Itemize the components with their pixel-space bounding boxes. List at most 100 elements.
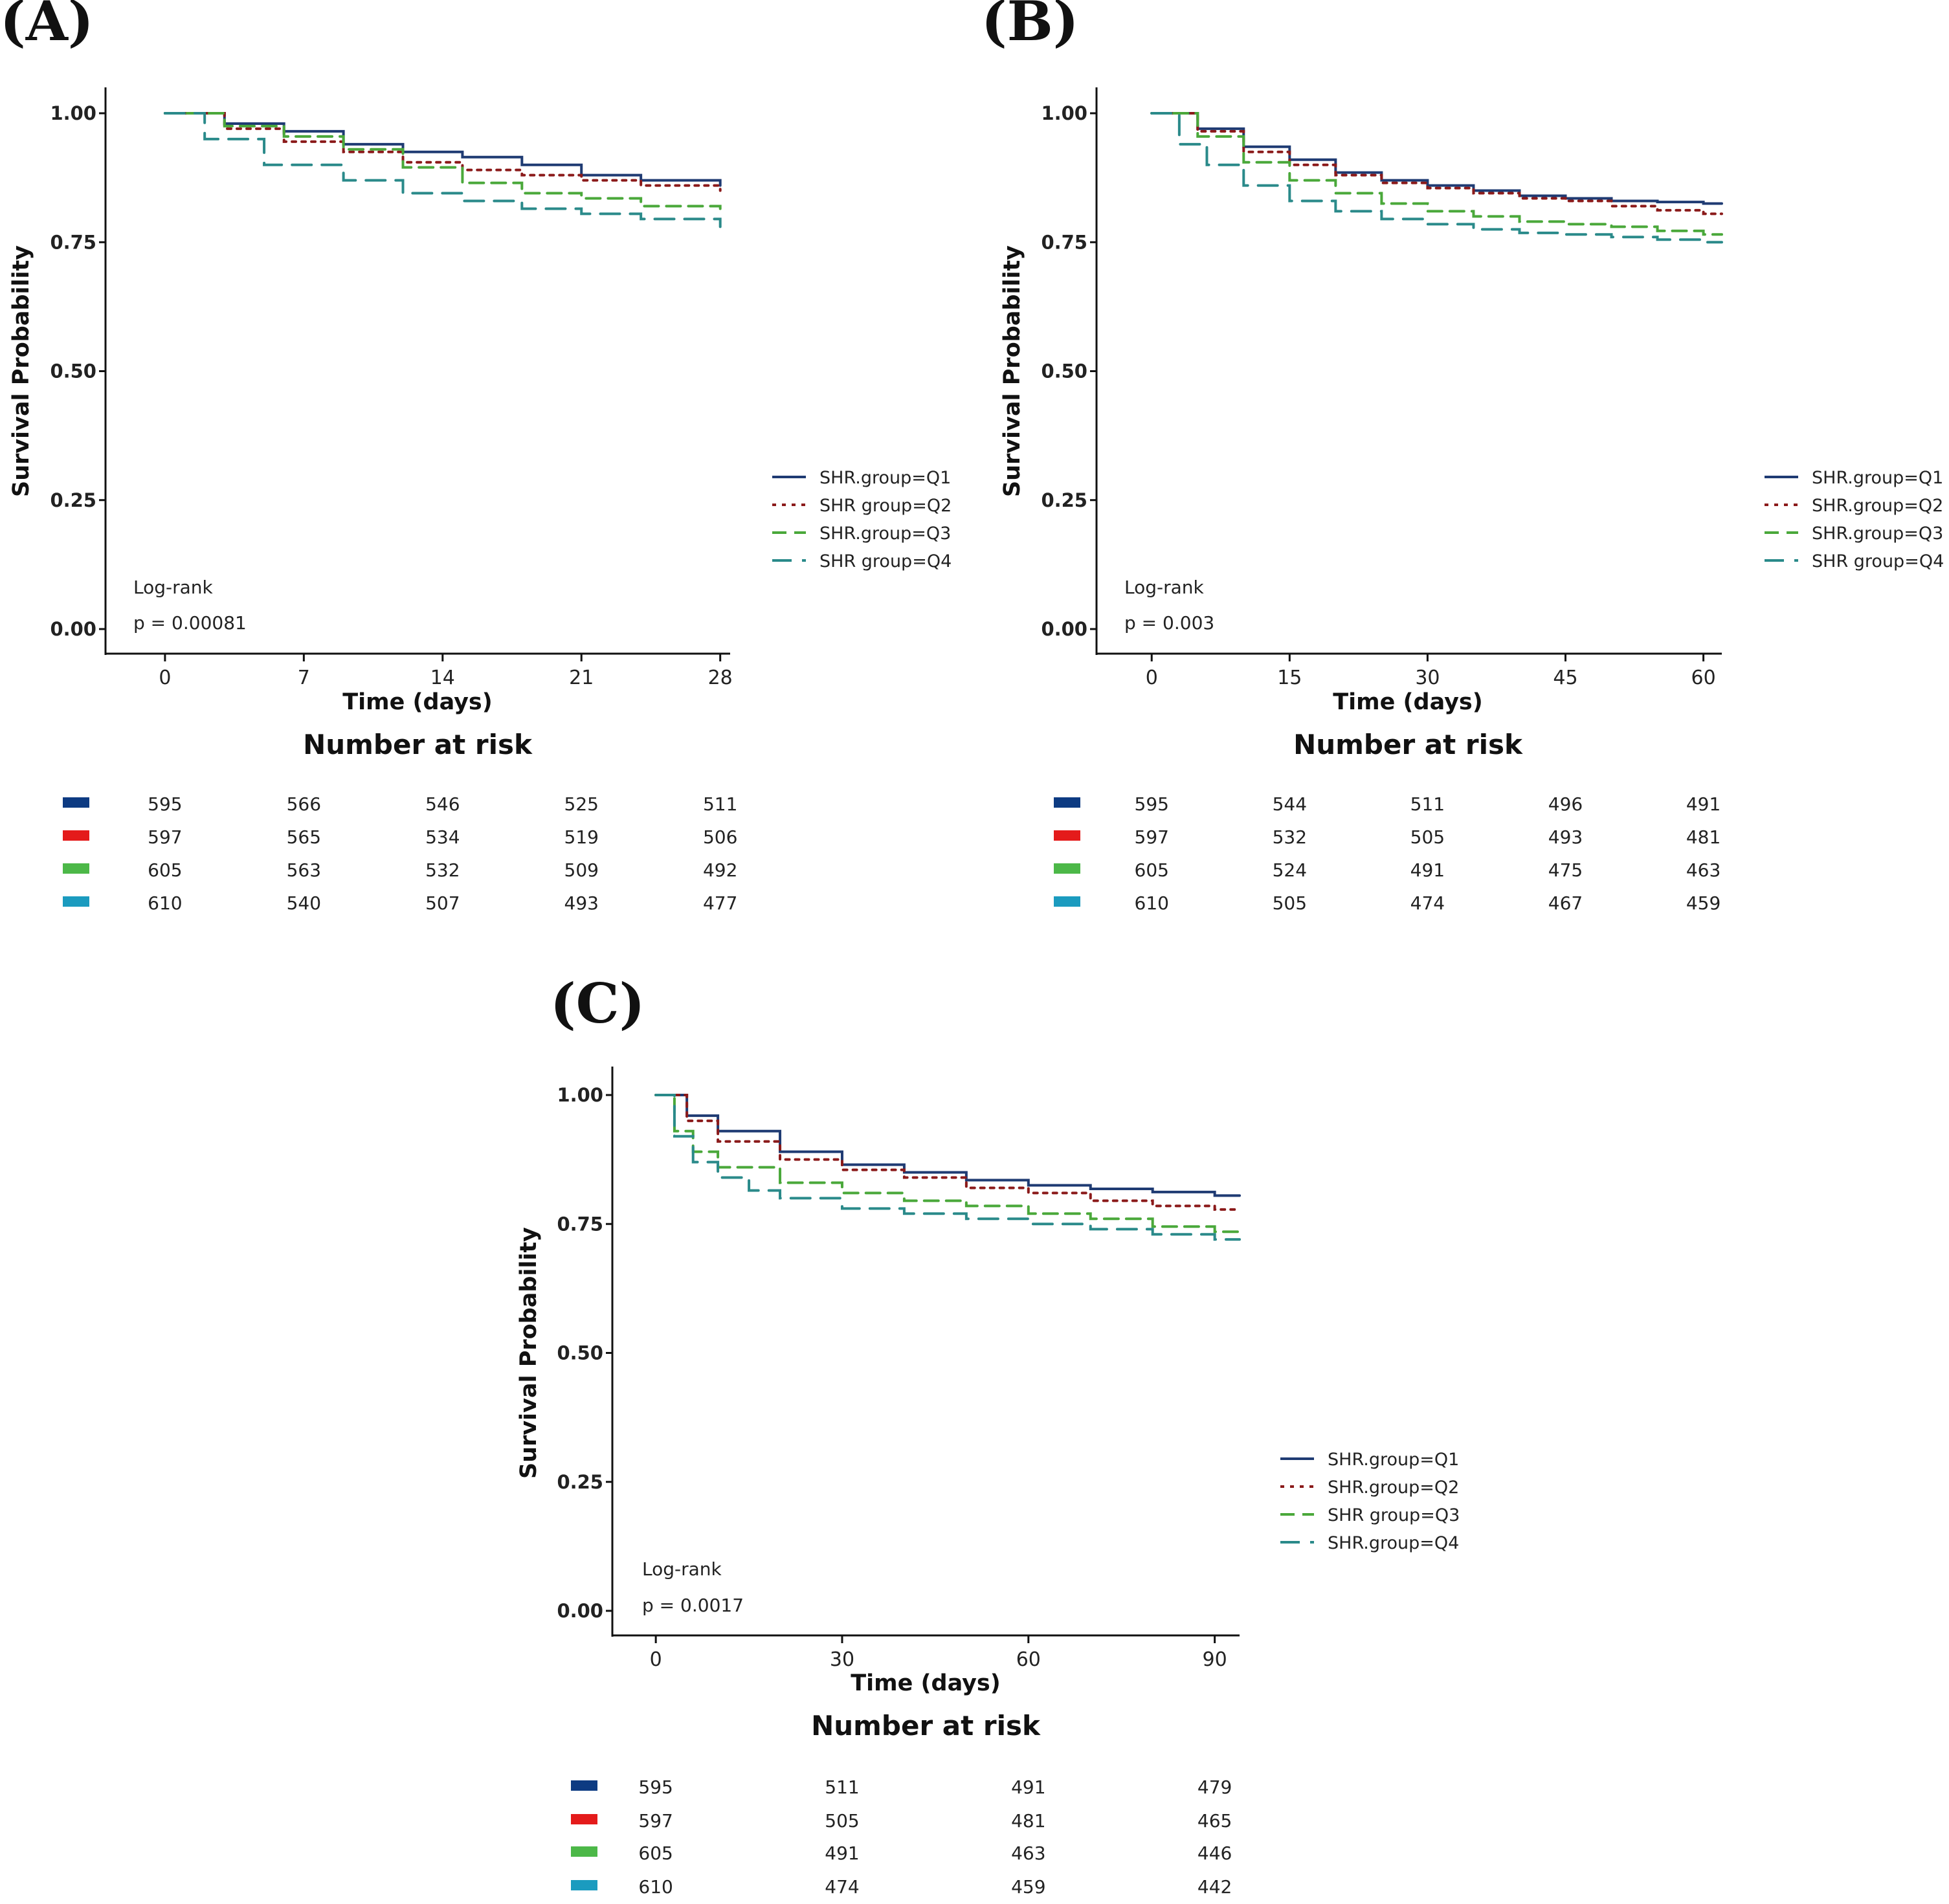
- panel-label: (A): [0, 0, 94, 53]
- logrank-label: Log-rank: [642, 1558, 722, 1580]
- x-tick-label: 7: [298, 667, 310, 689]
- legend-entry: SHR.group=Q3: [1812, 524, 1943, 544]
- y-tick-label: 0.00: [557, 1600, 603, 1622]
- risk-count: 491: [1410, 859, 1445, 881]
- x-axis-title: Time (days): [342, 689, 493, 715]
- x-tick-label: 0: [1146, 667, 1158, 689]
- risk-count: 595: [148, 793, 182, 815]
- x-tick-label: 30: [1415, 667, 1440, 689]
- x-tick-label: 21: [569, 667, 594, 689]
- y-tick-label: 0.00: [50, 618, 96, 640]
- y-tick-label: 1.00: [50, 102, 96, 124]
- risk-count: 524: [1273, 859, 1307, 881]
- survival-curve-q2: [163, 112, 722, 192]
- legend-entry: SHR.group=Q3: [819, 524, 951, 544]
- p-value-label: p = 0.00081: [133, 612, 247, 634]
- y-tick-label: 0.75: [1041, 231, 1087, 253]
- survival-curve-q4: [654, 1094, 1241, 1241]
- risk-count: 442: [1197, 1876, 1232, 1898]
- survival-curve-q1: [163, 112, 722, 187]
- risk-count: 597: [1135, 826, 1169, 848]
- risk-count: 595: [1135, 793, 1169, 815]
- legend-entry: SHR group=Q4: [1812, 551, 1944, 571]
- logrank-label: Log-rank: [1124, 577, 1205, 598]
- risk-table-title: Number at risk: [303, 729, 533, 760]
- risk-row-swatch: [63, 830, 89, 841]
- x-axis-title: Time (days): [1333, 689, 1483, 715]
- risk-count: 507: [425, 892, 460, 914]
- survival-curve-q1: [1150, 112, 1723, 205]
- risk-count: 505: [1273, 892, 1307, 914]
- x-tick-label: 60: [1691, 667, 1715, 689]
- x-tick-label: 28: [708, 667, 733, 689]
- risk-count: 505: [1410, 826, 1445, 848]
- risk-row-swatch: [63, 896, 89, 907]
- risk-count: 479: [1197, 1777, 1232, 1798]
- x-tick-label: 15: [1277, 667, 1302, 689]
- x-tick-label: 60: [1016, 1648, 1041, 1671]
- risk-count: 540: [287, 892, 321, 914]
- risk-count: 481: [1686, 826, 1721, 848]
- risk-table-title: Number at risk: [811, 1710, 1041, 1742]
- risk-count: 597: [148, 826, 182, 848]
- risk-count: 546: [425, 793, 460, 815]
- risk-count: 463: [1011, 1843, 1045, 1864]
- y-tick-label: 0.25: [557, 1471, 603, 1493]
- x-tick-label: 90: [1203, 1648, 1227, 1671]
- p-value-label: p = 0.0017: [642, 1595, 744, 1616]
- km-panel-2: (C) 0.00 0.25 0.50 0.75 1.00 0 30 60 90 Time (days…: [516, 971, 1460, 1898]
- risk-count: 563: [287, 859, 321, 881]
- risk-count: 509: [564, 859, 599, 881]
- survival-curve-q4: [1150, 112, 1723, 244]
- risk-count: 532: [1273, 826, 1307, 848]
- risk-count: 544: [1273, 793, 1307, 815]
- y-tick-label: 0.50: [50, 360, 96, 382]
- risk-count: 565: [287, 826, 321, 848]
- risk-count: 566: [287, 793, 321, 815]
- risk-count: 605: [148, 859, 182, 881]
- x-tick-label: 0: [159, 667, 171, 689]
- risk-count: 511: [1410, 793, 1445, 815]
- legend-entry: SHR.group=Q2: [1812, 496, 1943, 516]
- x-tick-label: 14: [430, 667, 455, 689]
- risk-row-swatch: [571, 1814, 597, 1824]
- risk-table-title: Number at risk: [1293, 729, 1523, 760]
- x-tick-label: 0: [650, 1648, 662, 1671]
- legend-entry: SHR.group=Q1: [1328, 1450, 1459, 1470]
- risk-count: 459: [1686, 892, 1721, 914]
- survival-curve-q4: [163, 112, 722, 228]
- y-axis-title: Survival Probability: [999, 245, 1025, 497]
- survival-curve-q3: [1150, 112, 1723, 236]
- risk-count: 491: [1011, 1777, 1045, 1798]
- risk-count: 493: [564, 892, 599, 914]
- risk-count: 492: [703, 859, 737, 881]
- legend-entry: SHR.group=Q1: [819, 468, 951, 488]
- risk-count: 474: [825, 1876, 859, 1898]
- risk-row-swatch: [1054, 896, 1080, 907]
- risk-count: 506: [703, 826, 737, 848]
- risk-count: 496: [1548, 793, 1583, 815]
- y-axis-title: Survival Probability: [516, 1227, 542, 1479]
- risk-count: 481: [1011, 1810, 1045, 1832]
- risk-count: 610: [148, 892, 182, 914]
- risk-count: 446: [1197, 1843, 1232, 1864]
- y-tick-label: 0.50: [1041, 360, 1087, 382]
- risk-count: 519: [564, 826, 599, 848]
- risk-count: 491: [1686, 793, 1721, 815]
- risk-count: 610: [1135, 892, 1169, 914]
- y-tick-label: 0.25: [1041, 489, 1087, 511]
- risk-count: 532: [425, 859, 460, 881]
- survival-curve-q2: [1150, 112, 1723, 216]
- risk-row-swatch: [571, 1846, 597, 1857]
- risk-row-swatch: [63, 797, 89, 808]
- legend-entry: SHR.group=Q1: [1812, 468, 1943, 488]
- legend-entry: SHR group=Q3: [1328, 1505, 1460, 1525]
- risk-count: 595: [638, 1777, 673, 1798]
- risk-count: 605: [638, 1843, 673, 1864]
- y-tick-label: 0.25: [50, 489, 96, 511]
- risk-row-swatch: [1054, 863, 1080, 874]
- km-panel-1: (B) 0.00 0.25 0.50 0.75 1.00 0 15 30 45 60 Time (da…: [981, 0, 1944, 914]
- y-tick-label: 0.75: [50, 231, 96, 253]
- y-tick-label: 0.75: [557, 1213, 603, 1235]
- km-panel-0: (A) 0.00 0.25 0.50 0.75 1.00 0 7 14 21 28 Time (day…: [0, 0, 952, 914]
